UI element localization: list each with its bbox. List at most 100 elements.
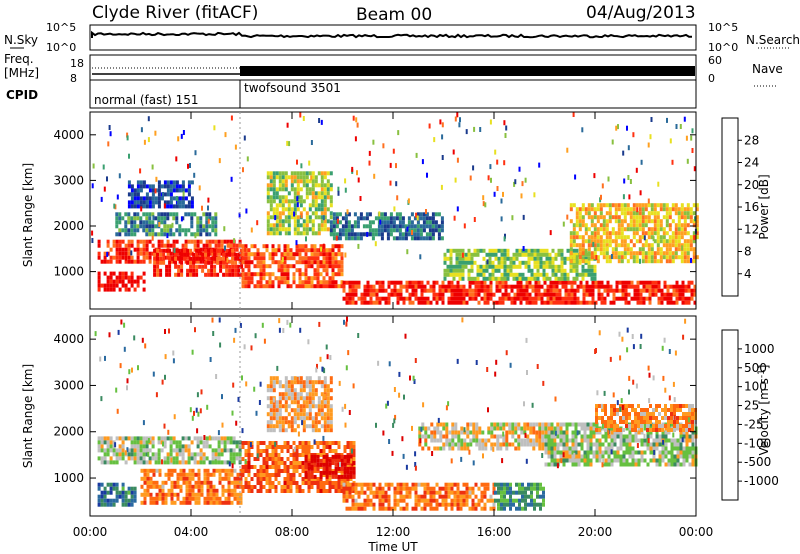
scatter-cell bbox=[173, 480, 177, 485]
nsky-trace bbox=[91, 30, 693, 39]
scatter-cell bbox=[521, 486, 524, 491]
scatter-cell bbox=[316, 466, 320, 471]
scatter-cell bbox=[124, 490, 128, 495]
scatter-cell bbox=[191, 496, 195, 501]
scatter-cell bbox=[629, 223, 633, 228]
scatter-cell bbox=[351, 506, 355, 511]
scatter-cell bbox=[112, 239, 116, 244]
scatter-cell bbox=[614, 219, 618, 224]
scatter-cell bbox=[281, 199, 285, 204]
scatter-cell bbox=[566, 214, 569, 220]
scatter-cell bbox=[575, 276, 579, 281]
scatter-cell bbox=[419, 254, 422, 260]
scatter-cell bbox=[148, 440, 152, 445]
scatter-cell bbox=[284, 416, 288, 421]
scatter-cell bbox=[335, 235, 338, 241]
scatter-cell bbox=[478, 426, 482, 431]
scatter-cell bbox=[542, 268, 546, 273]
scatter-cell bbox=[196, 216, 200, 221]
scatter-cell bbox=[600, 300, 604, 305]
scatter-cell bbox=[133, 188, 137, 193]
scatter-cell bbox=[271, 284, 275, 289]
scatter-cell bbox=[325, 272, 329, 277]
scatter-cell bbox=[442, 442, 446, 447]
scatter-cell bbox=[450, 292, 454, 297]
scatter-cell bbox=[473, 276, 477, 281]
scatter-cell bbox=[139, 216, 143, 221]
scatter-cell bbox=[335, 212, 339, 217]
scatter-cell bbox=[212, 468, 216, 473]
scatter-cell bbox=[393, 506, 397, 511]
scatter-cell bbox=[569, 235, 573, 240]
scatter-cell bbox=[501, 300, 505, 305]
scatter-cell bbox=[672, 292, 676, 297]
scatter-cell bbox=[269, 175, 273, 180]
scatter-cell bbox=[154, 460, 158, 465]
scatter-cell bbox=[311, 195, 315, 200]
scatter-cell bbox=[665, 207, 669, 212]
scatter-cell bbox=[656, 219, 660, 224]
scatter-cell bbox=[408, 494, 412, 499]
scatter-cell bbox=[208, 239, 212, 244]
scatter-cell bbox=[284, 420, 288, 425]
scatter-cell bbox=[556, 450, 560, 455]
scatter-cell bbox=[278, 187, 282, 192]
scatter-cell bbox=[587, 215, 591, 220]
scatter-cell bbox=[410, 236, 414, 241]
scatter-cell bbox=[547, 462, 551, 467]
scatter-cell bbox=[250, 465, 254, 469]
scatter-cell bbox=[523, 430, 527, 435]
scatter-cell bbox=[302, 404, 306, 409]
scatter-cell bbox=[542, 502, 545, 507]
scatter-cell bbox=[295, 252, 299, 257]
scatter-cell bbox=[448, 438, 452, 443]
scatter-cell bbox=[350, 236, 354, 241]
scatter-cell bbox=[560, 276, 564, 281]
scatter-cell bbox=[462, 490, 466, 495]
scatter-cell bbox=[354, 506, 358, 511]
scatter-cell bbox=[608, 215, 612, 220]
scatter-cell bbox=[168, 264, 172, 269]
scatter-cell bbox=[511, 422, 515, 427]
scatter-cell bbox=[527, 276, 531, 281]
scatter-cell bbox=[381, 486, 385, 491]
scatter-cell bbox=[320, 223, 324, 228]
scatter-cell bbox=[231, 260, 235, 265]
scatter-cell bbox=[247, 449, 251, 453]
scatter-cell bbox=[216, 260, 220, 265]
scatter-cell bbox=[516, 296, 520, 301]
scatter-cell bbox=[172, 232, 176, 237]
scatter-cell bbox=[310, 276, 314, 281]
scatter-cell bbox=[314, 380, 318, 385]
scatter-cell bbox=[121, 494, 125, 499]
scatter-cell bbox=[196, 224, 200, 229]
scatter-cell bbox=[320, 400, 324, 405]
scatter-cell bbox=[450, 300, 454, 305]
scatter-cell bbox=[293, 203, 297, 208]
scatter-cell bbox=[405, 506, 409, 511]
scatter-cell bbox=[590, 203, 594, 208]
scatter-cell bbox=[620, 255, 624, 260]
scatter-cell bbox=[250, 260, 254, 265]
scatter-cell bbox=[378, 506, 382, 511]
scatter-cell bbox=[331, 260, 335, 265]
scatter-cell bbox=[284, 396, 288, 401]
scatter-cell bbox=[346, 454, 350, 459]
scatter-cell bbox=[220, 436, 224, 441]
scatter-cell bbox=[130, 200, 134, 205]
scatter-cell bbox=[551, 256, 555, 261]
scatter-cell bbox=[106, 452, 110, 457]
scatter-cell bbox=[638, 207, 642, 212]
scatter-cell bbox=[560, 256, 564, 261]
scatter-cell bbox=[163, 203, 166, 209]
scatter-cell bbox=[265, 473, 269, 477]
scatter-cell bbox=[169, 200, 173, 205]
scatter-cell bbox=[581, 219, 585, 224]
scatter-cell bbox=[650, 203, 654, 208]
scatter-cell bbox=[683, 207, 687, 212]
scatter-cell bbox=[247, 489, 251, 493]
scatter-cell bbox=[446, 272, 450, 277]
scatter-cell bbox=[100, 444, 104, 449]
scatter-cell bbox=[118, 216, 122, 221]
scatter-cell bbox=[224, 472, 228, 477]
